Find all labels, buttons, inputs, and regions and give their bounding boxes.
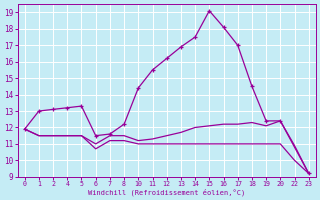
X-axis label: Windchill (Refroidissement éolien,°C): Windchill (Refroidissement éolien,°C) xyxy=(88,188,245,196)
